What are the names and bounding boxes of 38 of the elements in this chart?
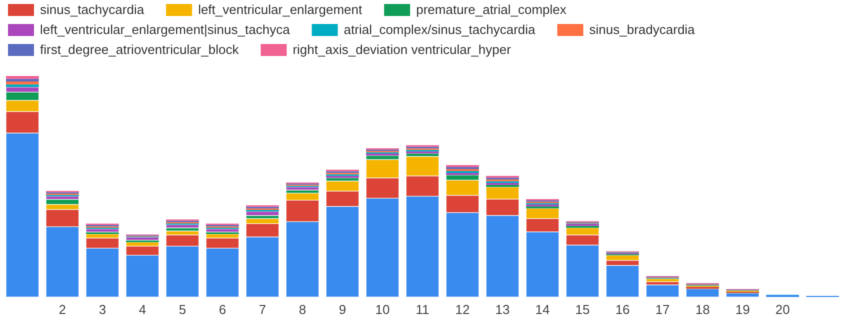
x-tick-label: 3 — [98, 302, 106, 318]
x-tick-label: 4 — [138, 302, 146, 318]
legend-label: atrial_complex/sinus_tachycardia — [344, 22, 536, 37]
legend-label: premature_atrial_complex — [416, 2, 567, 17]
x-tick-label: 18 — [695, 302, 710, 318]
bar — [166, 224, 200, 228]
x-tick-label: 19 — [735, 302, 750, 318]
x-tick-label: 6 — [218, 302, 226, 318]
bar — [6, 76, 39, 79]
legend-label: left_ventricular_enlargement — [198, 2, 362, 17]
x-tick-label: 20 — [775, 302, 790, 318]
bar — [246, 211, 280, 216]
bar — [6, 78, 39, 82]
x-tick-label: 2 — [58, 302, 66, 318]
legend-label: first_degree_atrioventricular_block — [40, 42, 240, 57]
x-tick-label: 12 — [455, 302, 470, 318]
x-tick-label: 9 — [338, 302, 346, 318]
legend-label: left_ventricular_enlargement|sinus_tachyca — [40, 22, 291, 37]
x-tick-label: 16 — [615, 302, 630, 318]
x-tick-label: 14 — [535, 302, 550, 318]
x-tick-label: 10 — [375, 302, 390, 318]
x-tick-label: 15 — [575, 302, 590, 318]
bar — [646, 284, 680, 298]
legend-label: sinus_tachycardia — [40, 2, 145, 17]
bar — [726, 292, 760, 298]
bar — [286, 186, 320, 190]
legend-label: sinus_bradycardia — [589, 22, 696, 37]
x-tick-label: 11 — [416, 302, 430, 318]
x-tick-label: 7 — [258, 302, 266, 318]
x-tick-label: 5 — [178, 302, 186, 318]
bar — [6, 84, 39, 88]
x-tick-label: 13 — [495, 302, 510, 318]
bar — [6, 82, 39, 84]
bar — [646, 278, 680, 282]
legend-label: right_axis_deviation ventricular_hyper — [292, 42, 512, 57]
x-tick-label: 17 — [655, 302, 670, 318]
bar — [686, 288, 720, 298]
x-tick-label: 8 — [298, 302, 306, 318]
